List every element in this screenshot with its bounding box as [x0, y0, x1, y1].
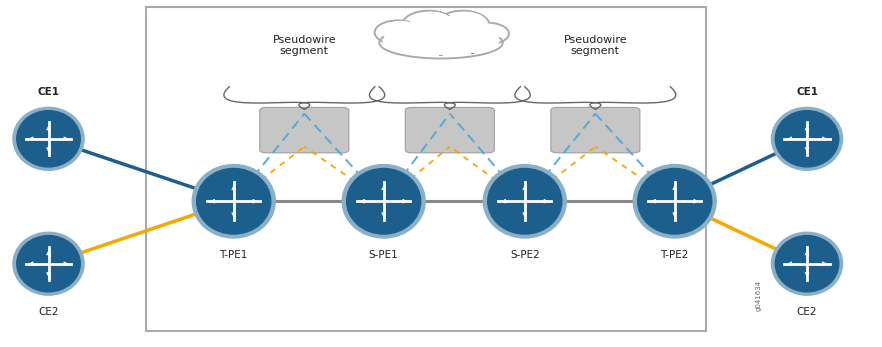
- Text: S-PE2: S-PE2: [510, 250, 540, 260]
- FancyBboxPatch shape: [259, 108, 348, 153]
- Ellipse shape: [467, 24, 501, 41]
- Bar: [146, 7, 706, 331]
- Ellipse shape: [401, 11, 456, 41]
- Text: CE1: CE1: [796, 87, 818, 97]
- Text: CE2: CE2: [38, 307, 59, 318]
- Ellipse shape: [410, 12, 453, 36]
- Ellipse shape: [638, 169, 712, 234]
- Ellipse shape: [383, 22, 420, 41]
- Ellipse shape: [383, 27, 499, 55]
- Ellipse shape: [488, 169, 562, 234]
- Ellipse shape: [375, 20, 421, 44]
- Ellipse shape: [772, 232, 842, 295]
- Ellipse shape: [192, 164, 275, 238]
- Ellipse shape: [17, 111, 80, 167]
- Ellipse shape: [466, 23, 509, 44]
- Text: CE1: CE1: [38, 87, 59, 97]
- Ellipse shape: [342, 164, 425, 238]
- Ellipse shape: [379, 27, 503, 59]
- Ellipse shape: [775, 236, 839, 292]
- FancyBboxPatch shape: [550, 108, 640, 153]
- Ellipse shape: [633, 164, 716, 238]
- Text: g041634: g041634: [756, 279, 761, 311]
- Ellipse shape: [347, 169, 421, 234]
- Text: Pseudowire
segment: Pseudowire segment: [564, 35, 627, 56]
- Text: Pseudowire
segment: Pseudowire segment: [418, 35, 482, 56]
- Text: T-PE1: T-PE1: [220, 250, 248, 260]
- Ellipse shape: [13, 107, 84, 170]
- Ellipse shape: [17, 236, 80, 292]
- Ellipse shape: [436, 11, 490, 41]
- Ellipse shape: [775, 111, 839, 167]
- Ellipse shape: [483, 164, 566, 238]
- Text: Pseudowire
segment: Pseudowire segment: [273, 35, 336, 56]
- Ellipse shape: [197, 169, 271, 234]
- Ellipse shape: [13, 232, 84, 295]
- FancyBboxPatch shape: [406, 108, 494, 153]
- Text: CE2: CE2: [796, 307, 818, 318]
- Text: T-PE2: T-PE2: [661, 250, 689, 260]
- Text: S-PE1: S-PE1: [369, 250, 399, 260]
- Ellipse shape: [445, 12, 488, 36]
- Ellipse shape: [772, 107, 842, 170]
